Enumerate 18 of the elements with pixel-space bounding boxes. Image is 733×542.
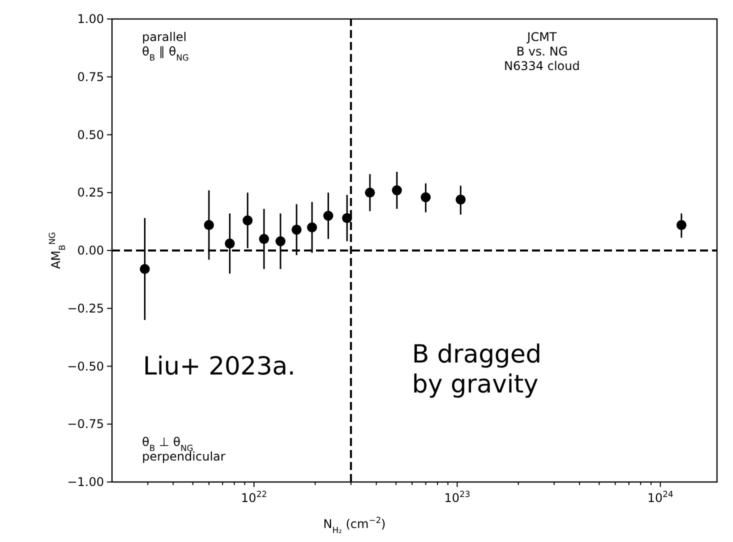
y-tick-label: 0.00 xyxy=(77,244,104,258)
annotation: parallel θ$_{B}$ ∥ θ$_{NG}$ xyxy=(142,30,189,62)
y-tick-label: −0.75 xyxy=(67,417,104,432)
x-tick-label: 10$^{22}$ xyxy=(241,489,267,505)
y-tick-label: −1.00 xyxy=(67,475,104,489)
x-tick-label: 10$^{24}$ xyxy=(647,489,674,505)
annotation: B dragged by gravity xyxy=(412,339,542,398)
y-tick-label: −0.50 xyxy=(67,359,104,374)
x-tick-label: 10$^{23}$ xyxy=(444,489,470,505)
y-tick-label: 0.75 xyxy=(77,70,104,84)
annotation: JCMT B vs. NG N6334 cloud xyxy=(504,30,580,73)
annotation: Liu+ 2023a. xyxy=(143,351,296,380)
y-tick-label: −0.25 xyxy=(67,301,104,316)
y-tick-label: 0.25 xyxy=(77,186,104,200)
y-tick-label: 0.50 xyxy=(77,128,104,142)
annotation: θ$_{B}$ ⊥ θ$_{NG}$ perpendicular xyxy=(142,435,226,464)
y-tick-label: 1.00 xyxy=(77,12,104,26)
x-axis-title: N$_{H₂}$ (cm$^{−2}$) xyxy=(323,515,386,535)
